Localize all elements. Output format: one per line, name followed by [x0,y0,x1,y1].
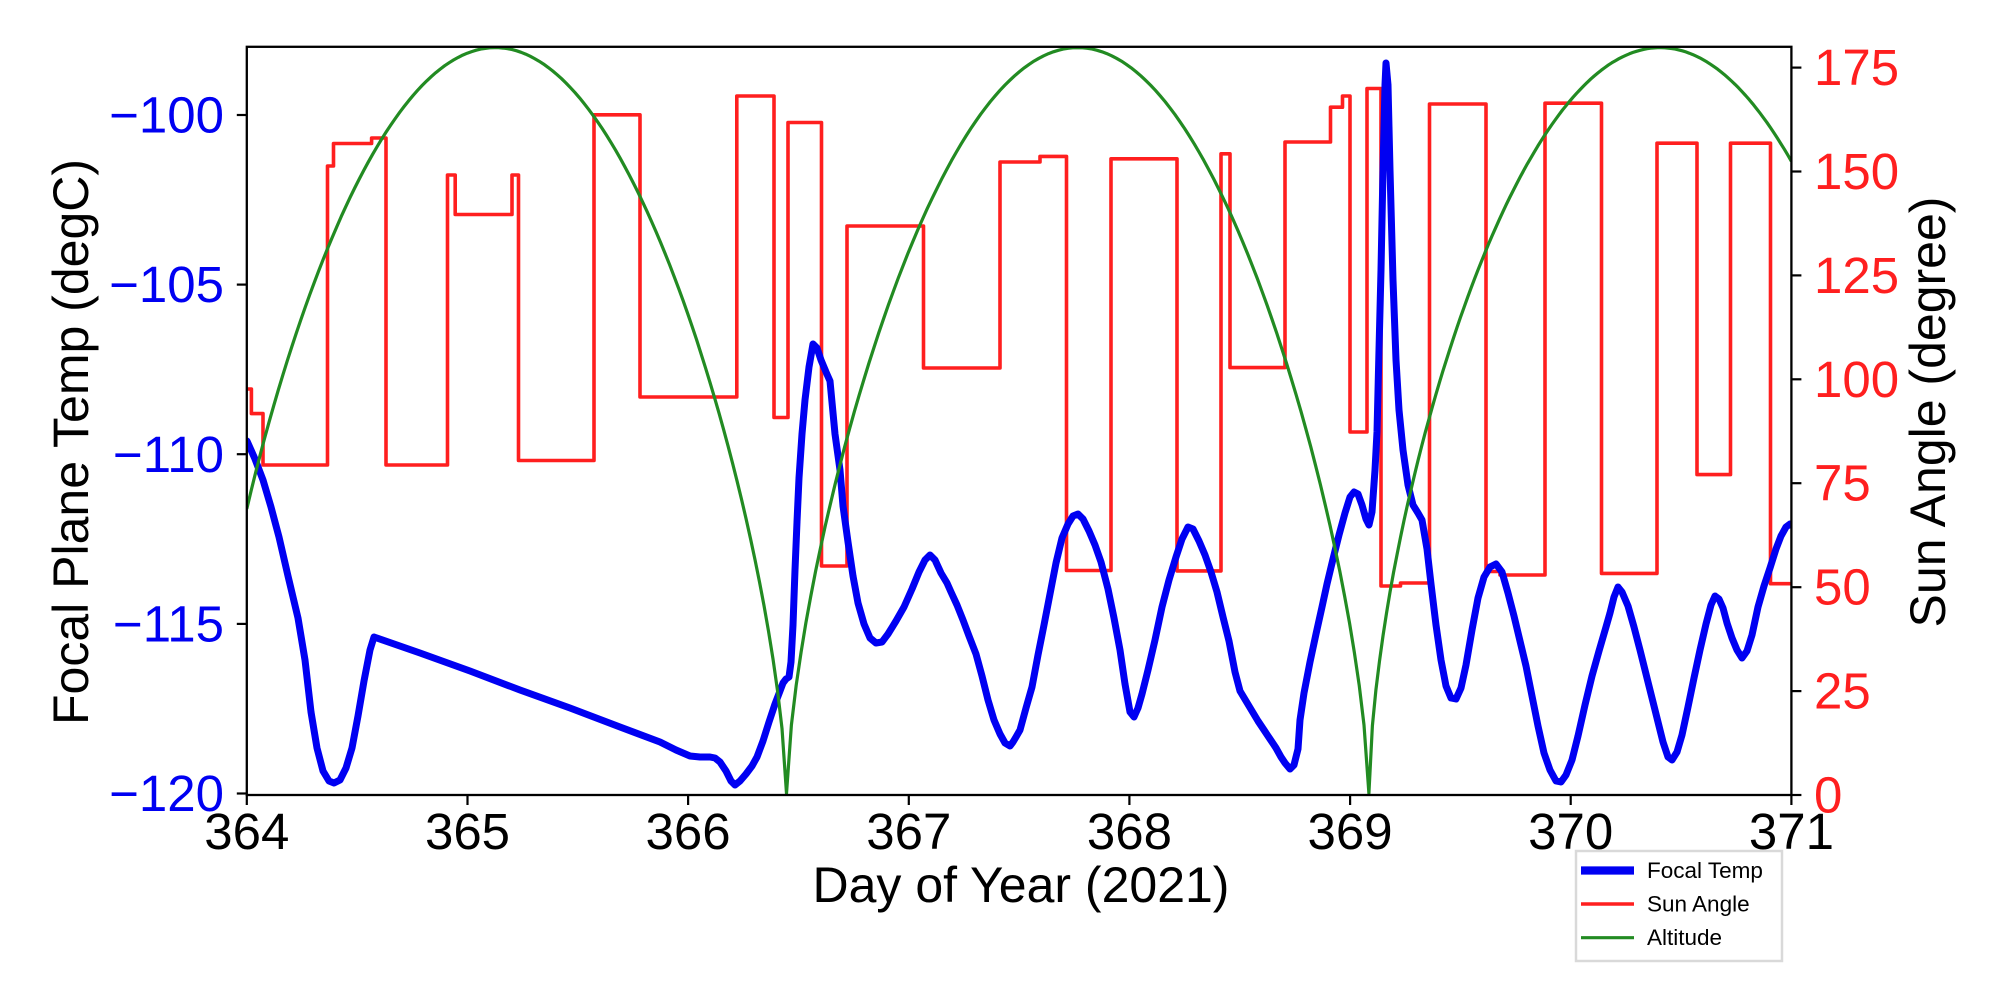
svg-text:175: 175 [1814,39,1899,96]
svg-text:Focal Plane Temp (degC): Focal Plane Temp (degC) [43,159,99,725]
svg-text:−120: −120 [109,765,224,822]
svg-text:0: 0 [1814,767,1842,824]
svg-text:Focal Temp: Focal Temp [1647,858,1763,883]
svg-text:150: 150 [1814,143,1899,200]
svg-text:Sun Angle: Sun Angle [1647,892,1750,917]
svg-text:366: 366 [646,803,731,860]
svg-text:Sun Angle (degree): Sun Angle (degree) [1900,197,1956,628]
svg-text:−115: −115 [113,595,224,652]
svg-text:−110: −110 [113,426,224,483]
svg-text:364: 364 [204,803,289,860]
svg-text:25: 25 [1814,663,1871,720]
svg-text:Altitude: Altitude [1647,925,1722,950]
svg-text:−100: −100 [109,87,224,144]
svg-text:75: 75 [1814,455,1871,512]
svg-text:−105: −105 [109,256,224,313]
svg-text:367: 367 [866,803,951,860]
svg-text:100: 100 [1814,351,1899,408]
svg-text:Day of Year (2021): Day of Year (2021) [813,857,1230,913]
svg-text:368: 368 [1087,803,1172,860]
svg-text:369: 369 [1308,803,1393,860]
svg-text:50: 50 [1814,559,1871,616]
svg-text:125: 125 [1814,247,1899,304]
svg-text:365: 365 [425,803,510,860]
